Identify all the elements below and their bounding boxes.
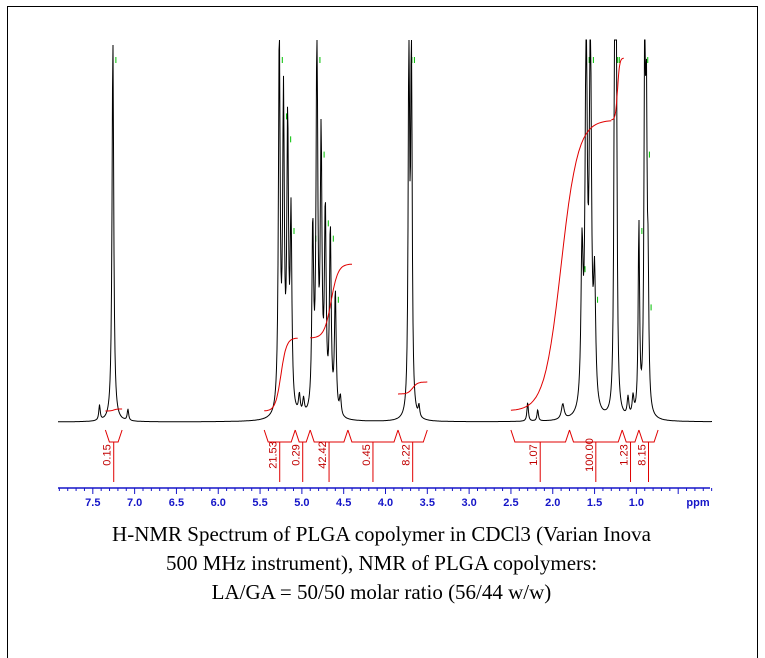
bracket-line [309,429,349,443]
bracket-line [621,429,640,443]
tick-label-1.5: 1.5 [587,497,602,509]
tick-label-5.5: 5.5 [252,497,267,509]
bracket-line [263,429,296,443]
integral-bracket-1: 21.53 [263,429,296,482]
tick-label-4.0: 4.0 [378,497,393,509]
integral-bracket-5: 8.22 [397,429,428,482]
integral-bracket-2: 0.29 [291,429,311,482]
tick-label-7.0: 7.0 [127,497,142,509]
integral-value-label: 100.00 [584,438,596,472]
integral-bracket-3: 42.42 [309,429,349,482]
spectrum-line [58,39,712,423]
integral-curve-2 [310,263,352,339]
integral-curve-4 [510,120,612,411]
integral-bracket-7: 100.00 [569,429,623,482]
nmr-spectrum-chart: 0.15 21.53 0.29 42.42 0.45 8.22 1.07 100.00 1.23… [58,39,713,509]
integral-value-label: 8.15 [637,444,649,465]
integral-value-label: 8.22 [401,444,413,465]
bracket-line [347,429,399,443]
integral-value-label: 1.07 [528,444,540,465]
bracket-line [294,429,311,443]
tick-label-6.5: 6.5 [169,497,184,509]
integral-curve-3 [398,381,428,395]
integral-bracket-9: 8.15 [637,429,659,482]
integral-curve-5 [611,57,624,121]
integral-value-label: 1.23 [619,444,631,465]
integral-bracket-4: 0.45 [347,429,399,482]
integral-value-label: 0.45 [361,444,373,465]
tick-label-7.5: 7.5 [85,497,100,509]
integral-value-label: 0.29 [291,444,303,465]
integral-bracket-6: 1.07 [510,429,570,482]
tick-label-4.5: 4.5 [336,497,351,509]
integral-bracket-0: 0.15 [102,429,123,482]
integral-curve-0 [105,408,123,412]
bracket-line [397,429,428,443]
tick-label-1.0: 1.0 [629,497,644,509]
integral-bracket-8: 1.23 [619,429,640,482]
axis-unit-label: ppm [686,497,709,509]
tick-label-2.0: 2.0 [545,497,560,509]
peak-markers [115,57,652,311]
tick-label-3.0: 3.0 [461,497,476,509]
figure-caption: H-NMR Spectrum of PLGA copolymer in CDCl… [40,520,723,607]
tick-label-6.0: 6.0 [211,497,226,509]
integral-value-label: 21.53 [268,441,280,469]
ppm-axis: 7.5 7.0 6.5 6.0 5.5 5.0 4.5 4.0 3.5 3.0 2.5 2.0 1.5 1… [58,487,713,509]
integral-curve-1 [264,337,298,412]
bracket-line [638,429,659,443]
caption-line-1: H-NMR Spectrum of PLGA copolymer in CDCl… [112,522,651,546]
caption-line-3: LA/GA = 50/50 molar ratio (56/44 w/w) [211,580,552,604]
tick-label-3.5: 3.5 [420,497,435,509]
figure-frame [7,6,758,658]
bracket-line [104,429,123,443]
integral-value-label: 42.42 [317,441,329,469]
integral-value-label: 0.15 [102,444,114,465]
tick-label-5.0: 5.0 [294,497,309,509]
spectrum-trace [58,39,712,423]
bracket-line [569,429,623,443]
caption-line-2: 500 MHz instrument), NMR of PLGA copolym… [165,551,598,575]
bracket-line [510,429,570,443]
integral-brackets: 0.15 21.53 0.29 42.42 0.45 8.22 1.07 100.00 1.23… [102,429,659,482]
tick-label-2.5: 2.5 [503,497,518,509]
integral-curves [105,57,624,412]
